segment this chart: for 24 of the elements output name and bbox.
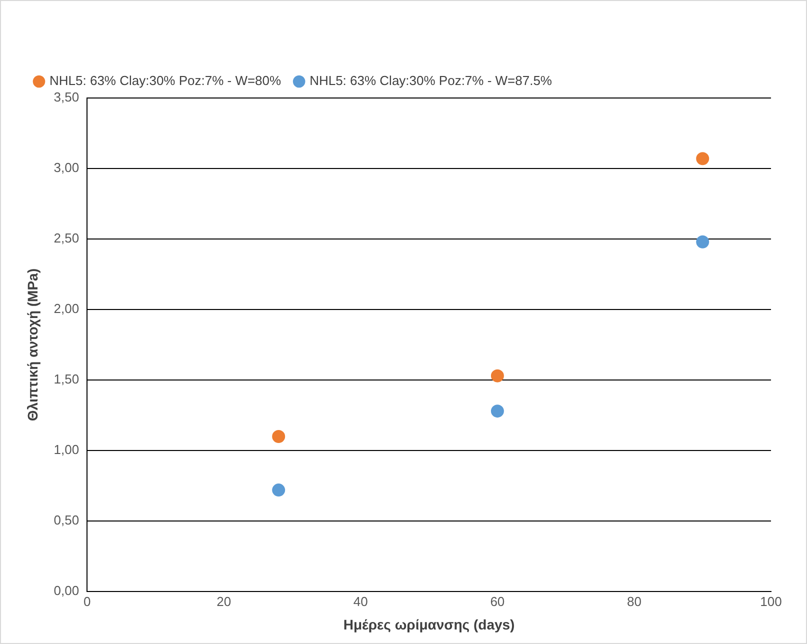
y-tick-label: 2,00: [54, 301, 80, 316]
point: [490, 404, 504, 418]
y-tick-label: 3,00: [54, 160, 80, 176]
x-tick-label: 40: [353, 594, 368, 609]
point: [696, 152, 710, 166]
y-tick-label: 3,50: [54, 90, 80, 105]
point: [696, 235, 710, 248]
y-tick-label: 2,50: [54, 230, 80, 246]
y-tick-label: 1,50: [54, 372, 80, 387]
x-tick-label: 60: [490, 594, 505, 609]
y-axis-title: Θλιπτική αντοχή (MPa): [24, 268, 40, 422]
point: [490, 369, 504, 382]
legend-label: NHL5: 63% Clay:30% Poz:7% - W=80%: [50, 73, 282, 88]
point: [272, 430, 286, 443]
x-tick-label: 20: [216, 594, 232, 609]
y-tick-label: 0,50: [54, 512, 80, 528]
y-tick-label: 0,00: [54, 583, 80, 598]
x-tick-label: 100: [760, 594, 782, 609]
y-tick-label: 1,00: [54, 442, 80, 458]
point: [272, 484, 286, 497]
legend-label: NHL5: 63% Clay:30% Poz:7% - W=87.5%: [310, 73, 552, 88]
x-tick-label: 0: [83, 594, 91, 609]
x-axis-title: Ημέρες ωρίμανσης (days): [343, 616, 515, 632]
x-tick-label: 80: [626, 594, 642, 609]
